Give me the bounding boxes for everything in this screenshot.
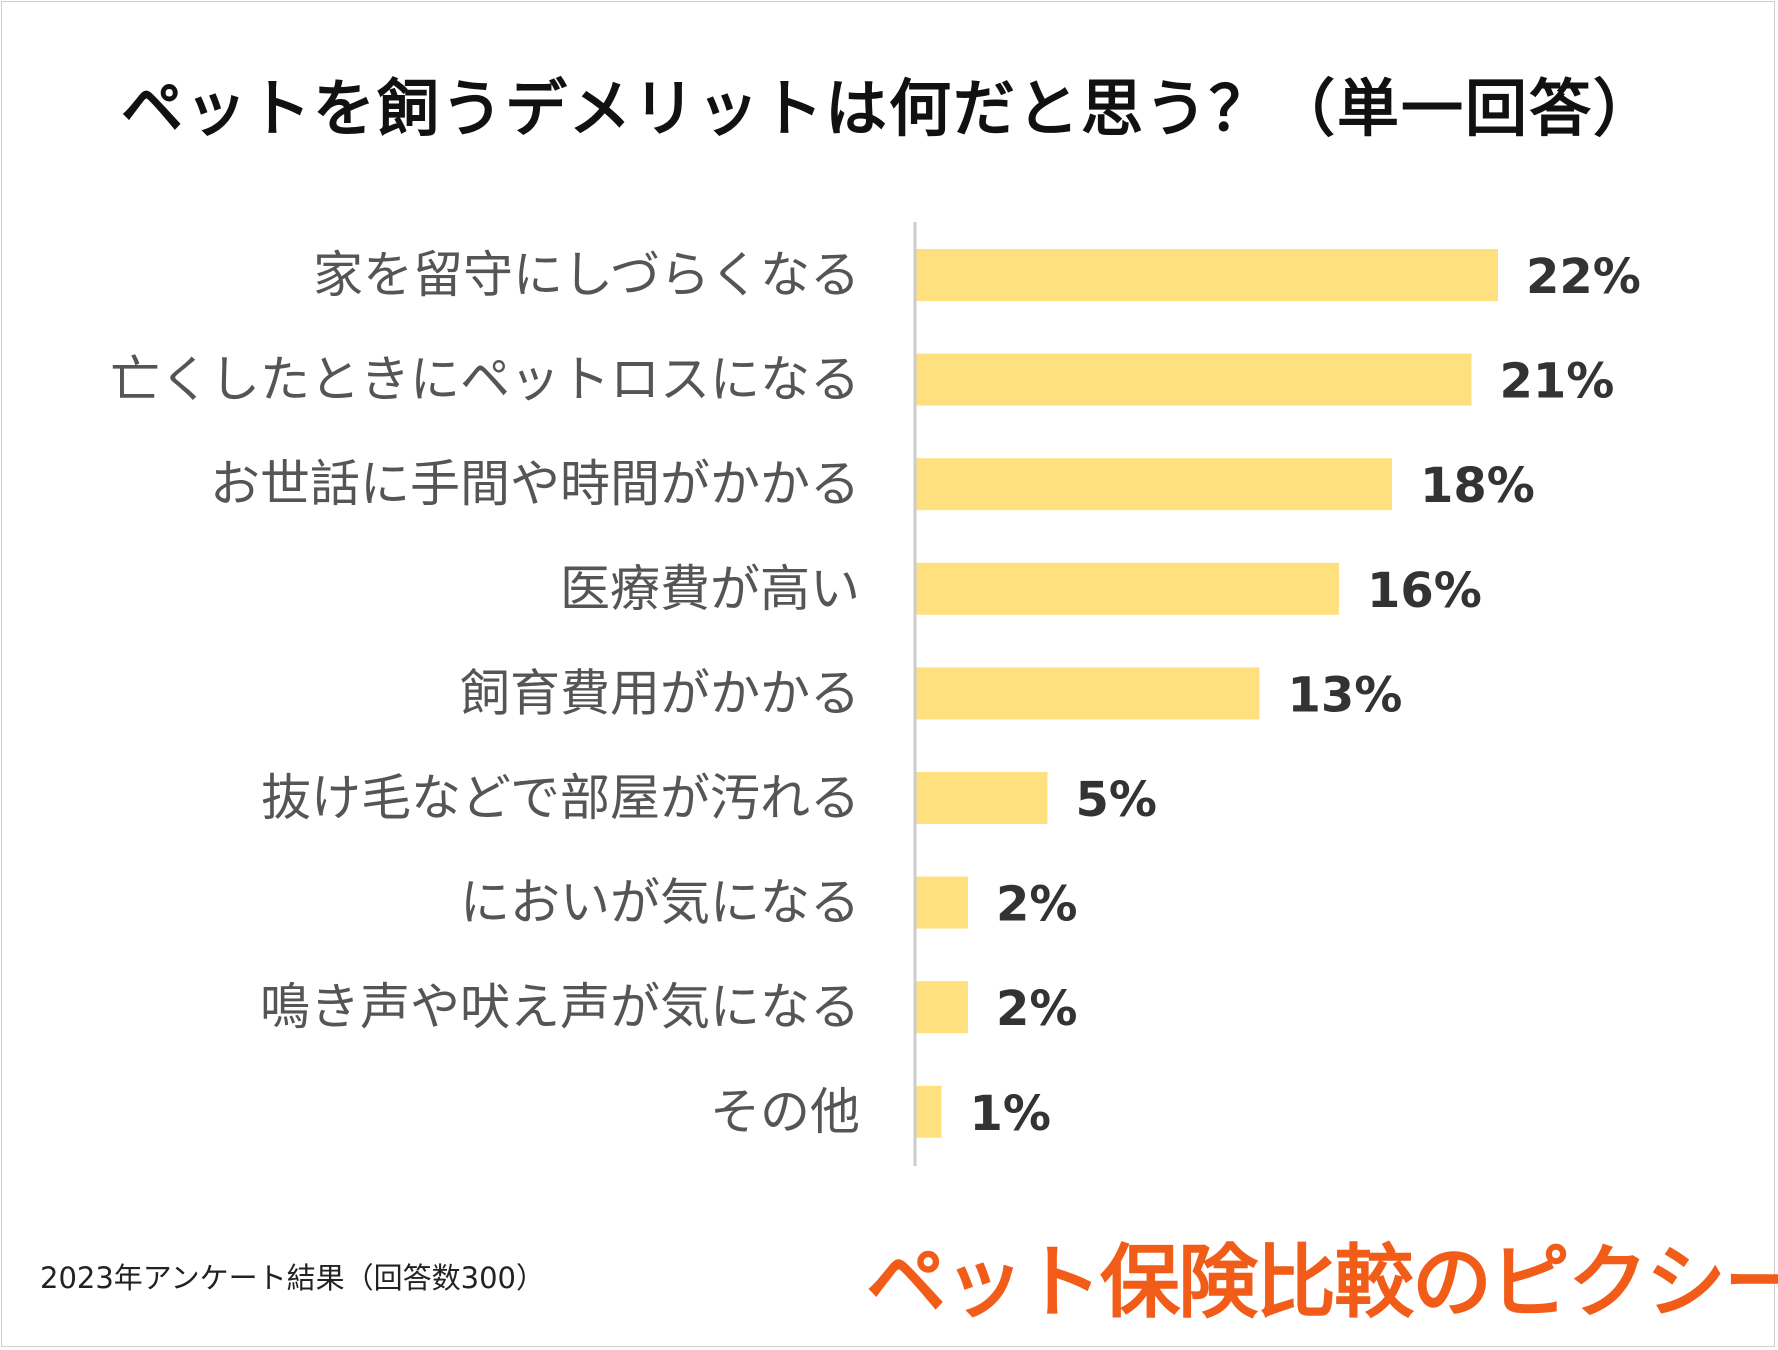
bar [915, 876, 968, 929]
value-label: 21% [1500, 354, 1615, 410]
value-label: 1% [970, 1086, 1052, 1142]
brand-logo: ペット保険比較のピクシー [866, 1236, 1778, 1329]
category-label: においが気になる [460, 874, 860, 932]
value-label: 2% [996, 877, 1078, 933]
category-label: 飼育費用がかかる [460, 664, 860, 722]
bar [915, 667, 1260, 720]
value-label: 13% [1288, 667, 1403, 723]
category-label: お世話に手間や時間がかかる [210, 455, 860, 513]
category-label: 家を留守にしづらくなる [313, 246, 860, 304]
category-label: 医療費が高い [560, 560, 860, 618]
value-label: 18% [1420, 458, 1535, 514]
value-label: 22% [1526, 249, 1641, 305]
bar [915, 562, 1339, 615]
bar [915, 772, 1048, 824]
chart-title: ペットを飼うデメリットは何だと思う？（単一回答） [120, 72, 1657, 145]
category-label: 亡くしたときにペットロスになる [110, 351, 860, 409]
bar [915, 249, 1498, 301]
value-label: 16% [1367, 563, 1482, 619]
bar-chart: 家を留守にしづらくなる 22% 亡くしたときにペットロスになる 21% お世話に手間や時… [110, 222, 1641, 1166]
category-label: 鳴き声や吠え声が気になる [260, 978, 860, 1036]
bar [915, 458, 1392, 511]
value-label: 5% [1076, 772, 1158, 828]
bar [915, 353, 1472, 406]
bar [915, 1085, 942, 1138]
bar [915, 981, 968, 1034]
category-label: 抜け毛などで部屋が汚れる [261, 769, 860, 827]
survey-footnote: 2023年アンケート結果（回答数300） [40, 1261, 545, 1295]
category-label: その他 [710, 1083, 860, 1141]
value-label: 2% [996, 981, 1078, 1037]
